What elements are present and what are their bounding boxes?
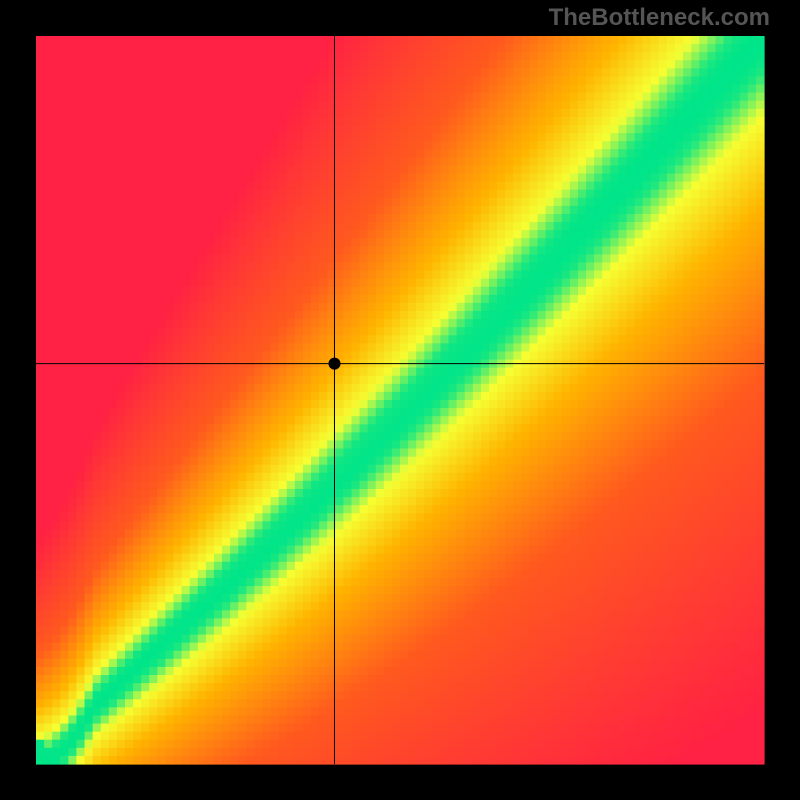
heatmap-svg [0,0,800,800]
bottleneck-heatmap: TheBottleneck.com [0,0,800,800]
watermark-text: TheBottleneck.com [549,4,770,32]
